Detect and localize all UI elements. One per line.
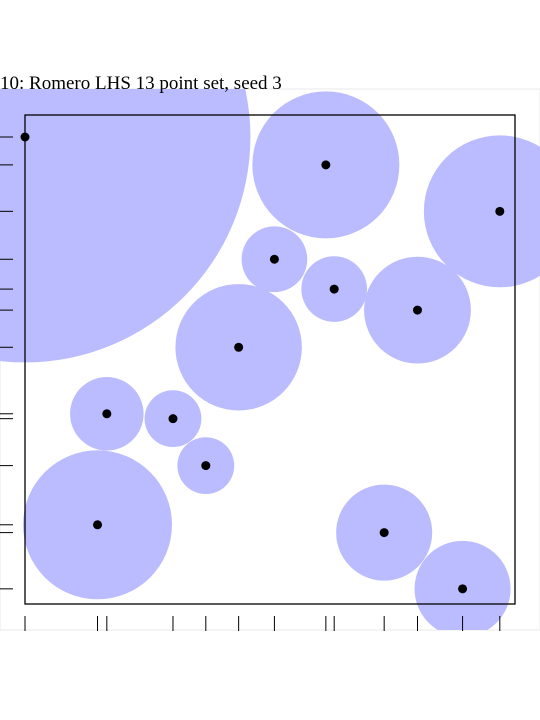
exclusion-circle-1 <box>0 89 251 363</box>
data-point-7 <box>234 342 244 352</box>
outer-plot-region <box>0 88 540 631</box>
data-point-5 <box>329 284 339 294</box>
exclusion-circle-3 <box>423 135 540 288</box>
data-point-9 <box>168 414 178 424</box>
data-point-8 <box>102 409 112 419</box>
data-point-2 <box>321 160 331 170</box>
data-points <box>20 132 505 594</box>
unit-square-frame <box>24 114 516 605</box>
data-point-3 <box>495 206 505 216</box>
data-point-4 <box>269 254 279 264</box>
chart-title: 10: Romero LHS 13 point set, seed 3 <box>0 73 282 94</box>
data-point-11 <box>93 520 103 530</box>
exclusion-circles <box>0 89 540 630</box>
data-point-6 <box>412 305 422 315</box>
data-point-13 <box>458 584 468 594</box>
data-point-10 <box>201 461 211 471</box>
axis-ticks <box>0 136 501 631</box>
data-point-12 <box>379 528 389 538</box>
data-point-1 <box>20 132 30 142</box>
